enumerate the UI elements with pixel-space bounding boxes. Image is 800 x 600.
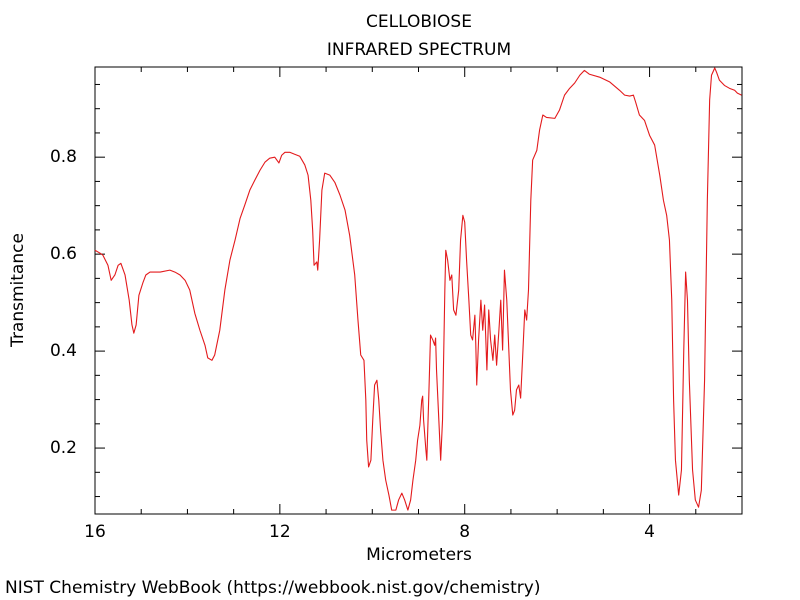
x-tick-label: 12 xyxy=(269,522,291,542)
y-tick-label: 0.4 xyxy=(50,341,77,361)
y-tick-label: 0.2 xyxy=(50,438,77,458)
chart-subtitle: INFRARED SPECTRUM xyxy=(327,40,511,60)
plot-frame xyxy=(94,66,743,515)
x-tick-label: 16 xyxy=(84,522,106,542)
y-tick-label: 0.6 xyxy=(50,244,77,264)
spectrum-line xyxy=(94,67,742,511)
source-note: NIST Chemistry WebBook (https://webbook.… xyxy=(5,578,540,598)
y-tick-label: 0.8 xyxy=(50,147,77,167)
x-axis-label: Micrometers xyxy=(366,545,472,565)
x-tick-label: 4 xyxy=(644,522,655,542)
chart-title: CELLOBIOSE xyxy=(366,12,472,32)
x-tick-label: 8 xyxy=(459,522,470,542)
y-axis-label: Transmitance xyxy=(8,233,28,348)
